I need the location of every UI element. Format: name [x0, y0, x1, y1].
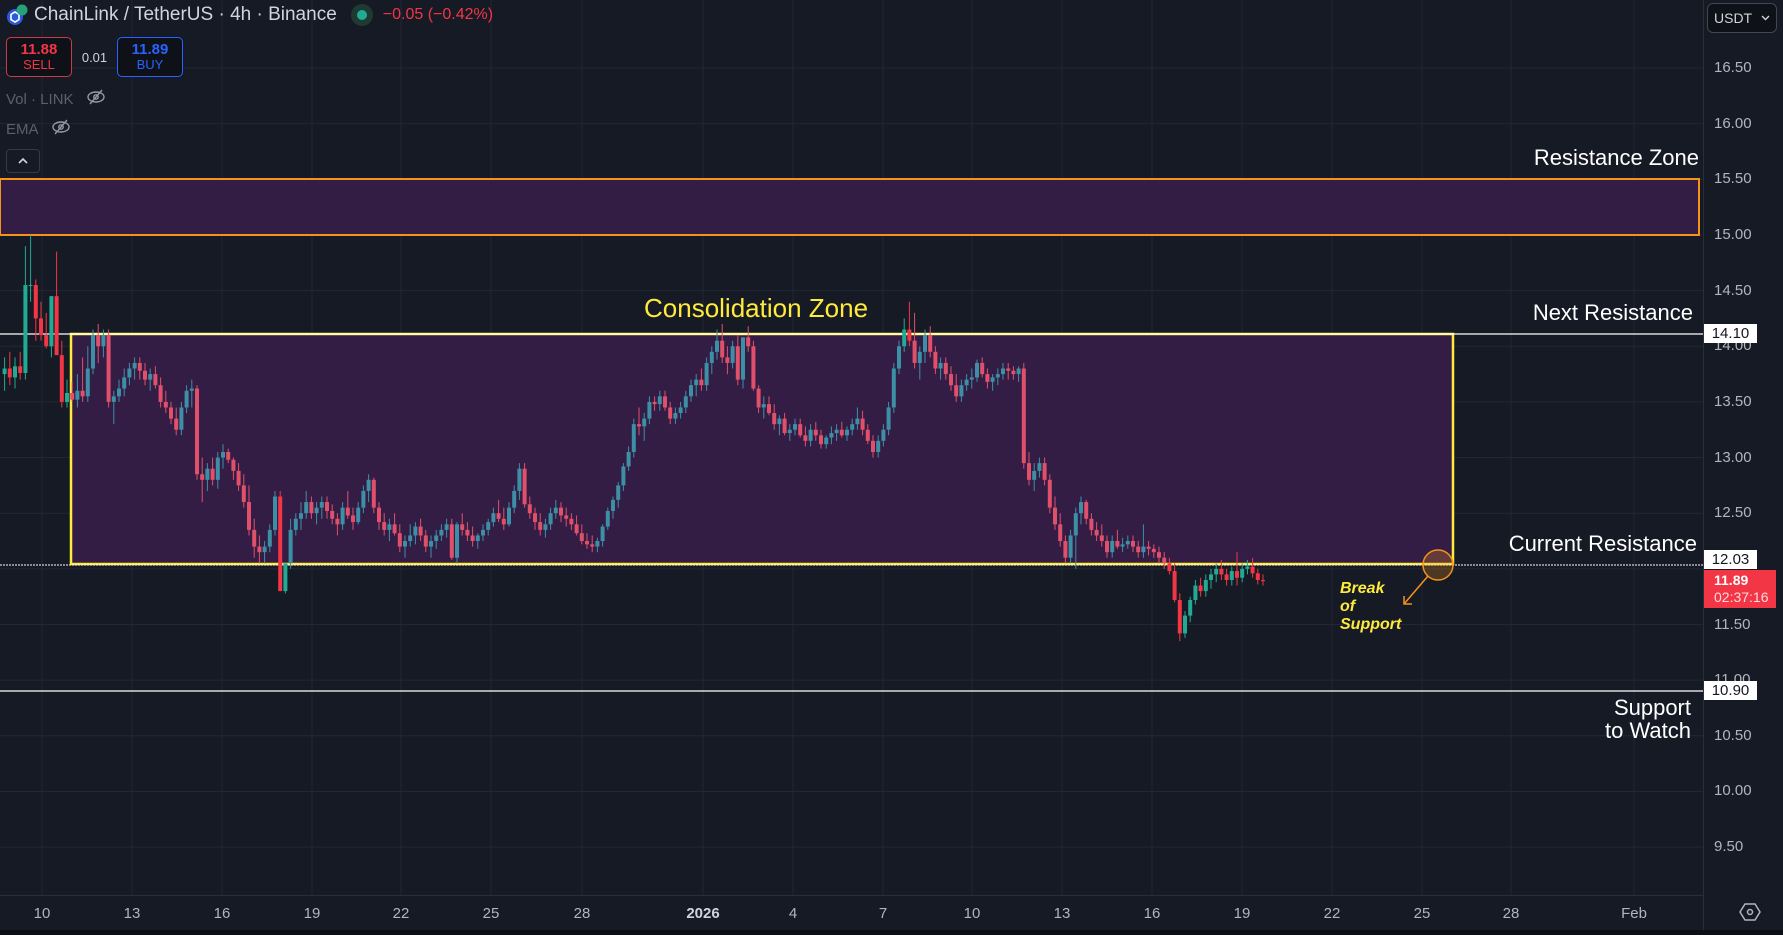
break-of-support-arrow — [1403, 575, 1429, 605]
time-tick: 16 — [213, 905, 231, 922]
price-tick: 15.50 — [1714, 170, 1752, 188]
indicator-label: EMA — [6, 120, 39, 138]
price-tick: 10.00 — [1714, 782, 1752, 800]
price-tick: 15.00 — [1714, 225, 1752, 243]
time-tick: 19 — [1233, 905, 1251, 922]
time-tick: 4 — [788, 905, 798, 922]
buy-button[interactable]: 11.89 BUY — [117, 37, 183, 77]
gear-icon — [1739, 903, 1761, 921]
collapse-legend-button[interactable] — [6, 149, 40, 173]
time-tick: 16 — [1143, 905, 1161, 922]
time-tick: 13 — [123, 905, 141, 922]
chevron-down-icon — [1761, 15, 1770, 21]
time-tick: 10 — [33, 905, 51, 922]
break-of-support-circle — [1422, 549, 1454, 581]
indicator-volume[interactable]: Vol · LINK — [6, 89, 106, 109]
currency-selector[interactable]: USDT — [1707, 3, 1777, 33]
resistance-zone-label: Resistance Zone — [1533, 145, 1699, 170]
candlestick-series — [2, 234, 1265, 642]
support-label-line1: Support — [1613, 695, 1691, 720]
price-axis[interactable]: 16.50 16.00 15.50 15.00 14.50 14.00 13.50 13.00… — [1703, 0, 1783, 935]
price-change: −0.05 (−0.42%) — [382, 6, 494, 23]
time-tick: 25 — [1413, 905, 1431, 922]
indicator-ema[interactable]: EMA — [6, 119, 71, 139]
symbol-title[interactable]: ChainLink / TetherUS · 4h · Binance — [34, 4, 337, 25]
consolidation-zone-label: Consolidation Zone — [644, 293, 869, 323]
time-tick: 22 — [392, 905, 410, 922]
time-tick: 2026 — [686, 905, 720, 922]
chart-settings-button[interactable] — [1738, 900, 1762, 924]
current-resistance-price-tag: 12.03 — [1704, 550, 1757, 569]
spread-value: 0.01 — [81, 49, 108, 65]
price-tick: 9.50 — [1714, 838, 1744, 856]
break-of-support-label: Break of Support — [1340, 580, 1401, 634]
indicator-label: Vol · LINK — [6, 90, 74, 108]
price-tick: 14.50 — [1714, 281, 1752, 299]
sell-price: 11.88 — [20, 41, 58, 59]
time-axis[interactable]: 10 13 16 19 22 25 28 2026 4 7 10 13 16 19 22 25 28 Feb — [0, 895, 1703, 931]
price-tick: 16.50 — [1714, 59, 1752, 76]
resistance-zone-box[interactable] — [0, 178, 1700, 236]
time-tick: Feb — [1621, 905, 1647, 922]
support-price-tag: 10.90 — [1704, 681, 1757, 700]
chainlink-logo-icon — [6, 4, 28, 26]
price-tick: 11.50 — [1714, 615, 1751, 633]
sell-button[interactable]: 11.88 SELL — [6, 37, 72, 77]
next-resistance-label: Next Resistance — [1532, 300, 1693, 325]
time-tick: 10 — [963, 905, 981, 922]
time-tick: 28 — [1502, 905, 1520, 922]
trade-panel: 11.88 SELL 0.01 11.89 BUY — [6, 37, 183, 77]
current-price: 11.89 — [1714, 572, 1749, 588]
eye-off-icon[interactable] — [86, 89, 106, 109]
price-tick: 16.00 — [1714, 114, 1752, 132]
support-to-watch-label: Support to Watch — [1605, 696, 1691, 742]
time-tick: 7 — [878, 905, 888, 922]
buy-label: BUY — [136, 57, 164, 73]
current-resistance-label: Current Resistance — [1508, 531, 1697, 556]
sell-label: SELL — [23, 57, 55, 73]
market-open-status-icon — [350, 4, 373, 26]
time-tick: 19 — [303, 905, 321, 922]
chevron-up-icon — [18, 157, 28, 164]
price-tick: 13.50 — [1714, 392, 1752, 410]
arrow-head — [1403, 596, 1412, 605]
bottom-edge — [0, 930, 1783, 935]
break-label-line3: Support — [1340, 616, 1402, 633]
break-label-line1: Break — [1340, 580, 1385, 597]
break-label-line2: of — [1340, 598, 1356, 615]
buy-price: 11.89 — [131, 41, 169, 59]
time-tick: 22 — [1323, 905, 1341, 922]
currency-value: USDT — [1714, 10, 1753, 26]
eye-off-icon[interactable] — [51, 119, 71, 139]
next-resistance-price-tag: 14.10 — [1704, 324, 1757, 343]
support-label-line2: to Watch — [1605, 718, 1691, 743]
price-tick: 10.50 — [1714, 726, 1752, 744]
price-tick: 13.00 — [1714, 448, 1752, 466]
time-tick: 25 — [482, 905, 500, 922]
chart-header: ChainLink / TetherUS · 4h · Binance −0.0… — [6, 4, 493, 26]
time-tick: 28 — [573, 905, 591, 922]
bar-countdown: 02:37:16 — [1714, 589, 1769, 605]
price-tick: 12.50 — [1714, 504, 1752, 522]
current-price-tag: 11.89 02:37:16 — [1704, 570, 1776, 608]
time-tick: 13 — [1053, 905, 1071, 922]
